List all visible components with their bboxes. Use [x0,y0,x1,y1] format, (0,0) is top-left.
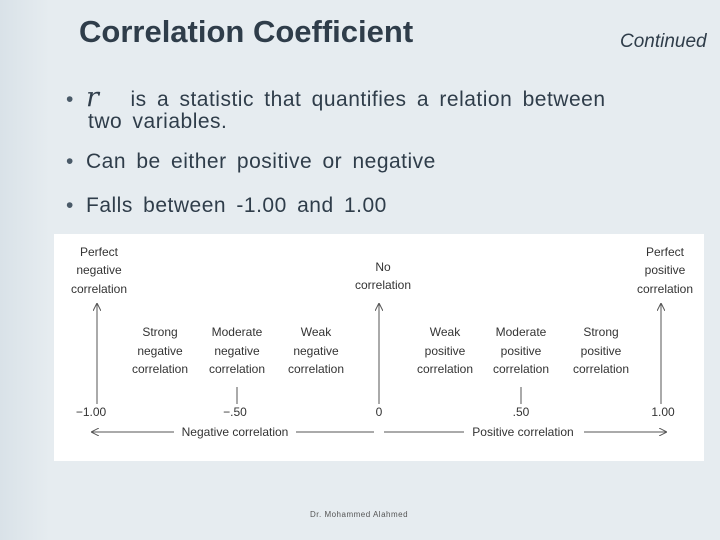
slide-title: Correlation Coefficient [79,14,414,49]
strong-positive-label-line2: positive [581,344,622,358]
bullet-range: • Falls between -1.00 and 1.00 [66,194,387,218]
footer-author: Dr. Mohammed Alahmed [310,510,409,519]
weak-negative-label-line2: negative [293,344,339,358]
bullet-r-definition: • r is a statistic that quantifies a rela… [66,82,606,113]
perfect-positive-label-line2: positive [645,263,686,277]
perfect-negative-label-line1: Perfect [80,245,119,259]
moderate-negative-label-line2: negative [214,344,260,358]
r-symbol: r [86,82,100,113]
weak-positive-label-line1: Weak [430,325,461,339]
bullet-dot-icon: • [66,194,74,217]
moderate-positive-label-line2: positive [501,344,542,358]
scale-label-minus-one: −1.00 [76,405,107,419]
scale-label-minus-half: −.50 [223,405,247,419]
bullet-range-text: Falls between -1.00 and 1.00 [86,194,387,217]
no-correlation-label-line1: No [375,260,391,274]
strong-positive-label-line1: Strong [583,325,618,339]
strong-positive-label-line3: correlation [573,362,629,376]
bullet-dot-icon: • [66,88,74,111]
bullet-dot-icon: • [66,150,74,173]
correlation-scale-svg: Perfect negative correlation No correlat… [71,245,693,439]
continued-label: Continued [620,31,707,52]
no-correlation-label-line2: correlation [355,278,411,292]
weak-positive-label-line2: positive [425,344,466,358]
bullet-sign: • Can be either positive or negative [66,150,436,174]
perfect-negative-label-line3: correlation [71,282,127,296]
weak-positive-label-line3: correlation [417,362,473,376]
perfect-positive-label-line3: correlation [637,282,693,296]
strong-negative-label-line2: negative [137,344,183,358]
bullet-r-text: is a statistic that quantifies a relatio… [130,88,606,111]
weak-negative-label-line3: correlation [288,362,344,376]
left-decorative-band [0,0,50,540]
strong-negative-label-line3: correlation [132,362,188,376]
moderate-negative-label-line3: correlation [209,362,265,376]
strong-negative-label-line1: Strong [142,325,177,339]
perfect-positive-label-line1: Perfect [646,245,685,259]
weak-negative-label-line1: Weak [301,325,332,339]
positive-correlation-label: Positive correlation [472,425,573,439]
scale-label-plus-half: .50 [513,405,530,419]
bullet-sign-text: Can be either positive or negative [86,150,436,173]
moderate-positive-label-line1: Moderate [496,325,547,339]
scale-label-zero: 0 [376,405,383,419]
moderate-positive-label-line3: correlation [493,362,549,376]
moderate-negative-label-line1: Moderate [212,325,263,339]
bullet-r-text-line2: two variables. [88,110,228,133]
negative-correlation-label: Negative correlation [182,425,289,439]
perfect-negative-label-line2: negative [76,263,122,277]
scale-label-plus-one: 1.00 [651,405,675,419]
correlation-scale-diagram: Perfect negative correlation No correlat… [54,234,704,461]
